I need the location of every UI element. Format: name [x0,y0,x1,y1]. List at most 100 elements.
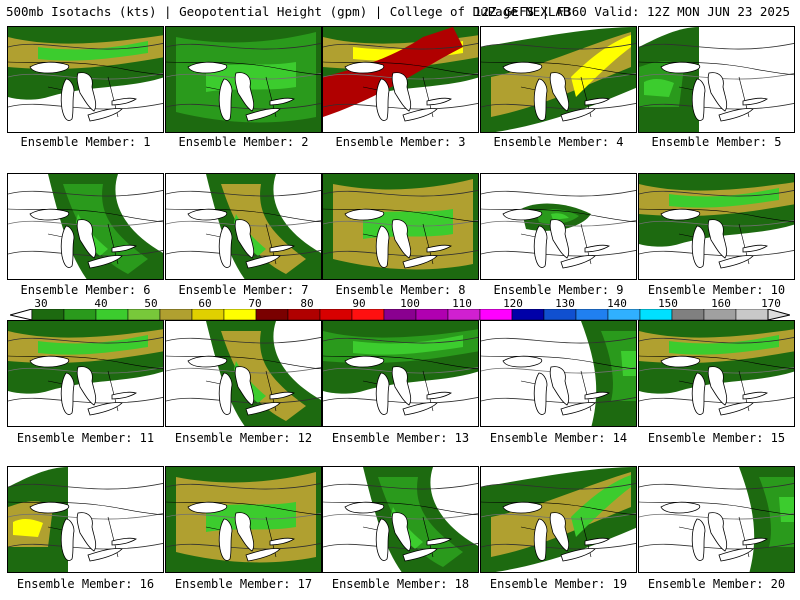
ensemble-member-label: Ensemble Member: 12 [174,431,313,445]
great-lake-outline [718,402,754,416]
ensemble-member-map [165,466,322,573]
isotach-map [323,467,478,572]
ensemble-member-map [7,26,164,133]
isotach-shading [13,519,43,537]
isotach-map [8,467,163,572]
great-lake-outline [375,78,390,121]
legend-swatch [95,309,129,321]
great-lake-outline [707,72,728,112]
ensemble-member-map [480,466,637,573]
isotach-shading [621,351,636,376]
ensemble-member-map [7,320,164,427]
great-lake-outline [707,219,728,259]
legend-tick-label: 140 [607,297,627,310]
legend-swatch [159,309,193,321]
height-contour [481,219,636,227]
ensemble-member-map [638,466,795,573]
great-lake-outline [660,355,701,368]
isotach-shading [644,79,674,97]
legend-tick-label: 60 [198,297,212,310]
great-lake-outline [245,255,281,269]
great-lake-outline [344,61,385,74]
great-lake-outline [375,518,390,561]
great-lake-outline [660,501,701,514]
great-lake-outline [660,61,701,74]
great-lake-outline [502,355,543,368]
ensemble-member-map [322,466,479,573]
height-contour [166,189,321,197]
ensemble-member-label: Ensemble Member: 14 [489,431,628,445]
header-title: 500mb Isotachs (kts) | Geopotential Heig… [6,4,571,19]
great-lake-outline [584,537,610,546]
great-lake-outline [402,548,438,562]
great-lake-outline [402,402,438,416]
great-lake-outline [234,512,255,552]
great-lake-outline [426,391,452,400]
great-lake-outline [111,244,137,253]
isotach-shading [221,331,306,421]
legend-arrow-low [10,309,33,321]
great-lake-outline [344,355,385,368]
ensemble-member-label: Ensemble Member: 17 [174,577,313,591]
great-lake-outline [742,537,768,546]
great-lake-outline [60,518,75,561]
ensemble-member-label: Ensemble Member: 18 [331,577,470,591]
ensemble-member-map [638,320,795,427]
great-lake-outline [742,97,768,106]
height-contour [323,219,478,227]
great-lake-outline [402,255,438,269]
great-lake-outline [218,225,233,268]
ensemble-member-map [7,173,164,280]
great-lake-outline [707,366,728,406]
great-lake-outline [533,518,548,561]
great-lake-outline [584,391,610,400]
isotach-map [639,27,794,132]
height-contour [481,512,636,520]
ensemble-member-label: Ensemble Member: 1 [20,135,151,149]
great-lake-outline [691,372,706,415]
great-lake-outline [742,391,768,400]
great-lake-outline [660,208,701,221]
great-lake-outline [549,72,570,112]
great-lake-outline [76,72,97,112]
ensemble-member-label: Ensemble Member: 3 [335,135,466,149]
isotach-map [323,174,478,279]
ensemble-member-label: Ensemble Member: 16 [16,577,155,591]
legend-swatch [191,309,225,321]
legend-arrow-high [767,309,790,321]
isotach-map [166,321,321,426]
ensemble-member-label: Ensemble Member: 2 [178,135,309,149]
ensemble-member-map [480,26,637,133]
great-lake-outline [187,355,228,368]
legend-tick-label: 70 [248,297,262,310]
great-lake-outline [76,366,97,406]
isotach-map [481,189,636,269]
great-lake-outline [29,61,70,74]
great-lake-outline [234,366,255,406]
height-contour [323,72,478,80]
isotach-shading [38,335,148,355]
great-lake-outline [718,255,754,269]
isotach-map [166,467,321,572]
great-lake-outline [111,537,137,546]
great-lake-outline [269,537,295,546]
great-lake-outline [344,208,385,221]
legend-swatch [639,309,673,321]
legend-tick-label: 90 [352,297,366,310]
ensemble-member-label: Ensemble Member: 13 [331,431,470,445]
great-lake-outline [691,78,706,121]
great-lake-outline [533,225,548,268]
legend-tick-label: 160 [711,297,731,310]
isotach-shading [551,213,569,220]
ensemble-member-map [165,26,322,133]
legend-swatch [383,309,417,321]
legend-tick-label: 150 [658,297,678,310]
great-lake-outline [187,501,228,514]
height-contour [639,249,794,257]
legend-swatch [511,309,545,321]
height-contour [166,72,321,80]
legend-tick-label: 100 [400,297,420,310]
ensemble-member-label: Ensemble Member: 10 [647,283,786,297]
legend-colorbar [10,309,790,321]
figure-header: 500mb Isotachs (kts) | Geopotential Heig… [6,2,796,22]
